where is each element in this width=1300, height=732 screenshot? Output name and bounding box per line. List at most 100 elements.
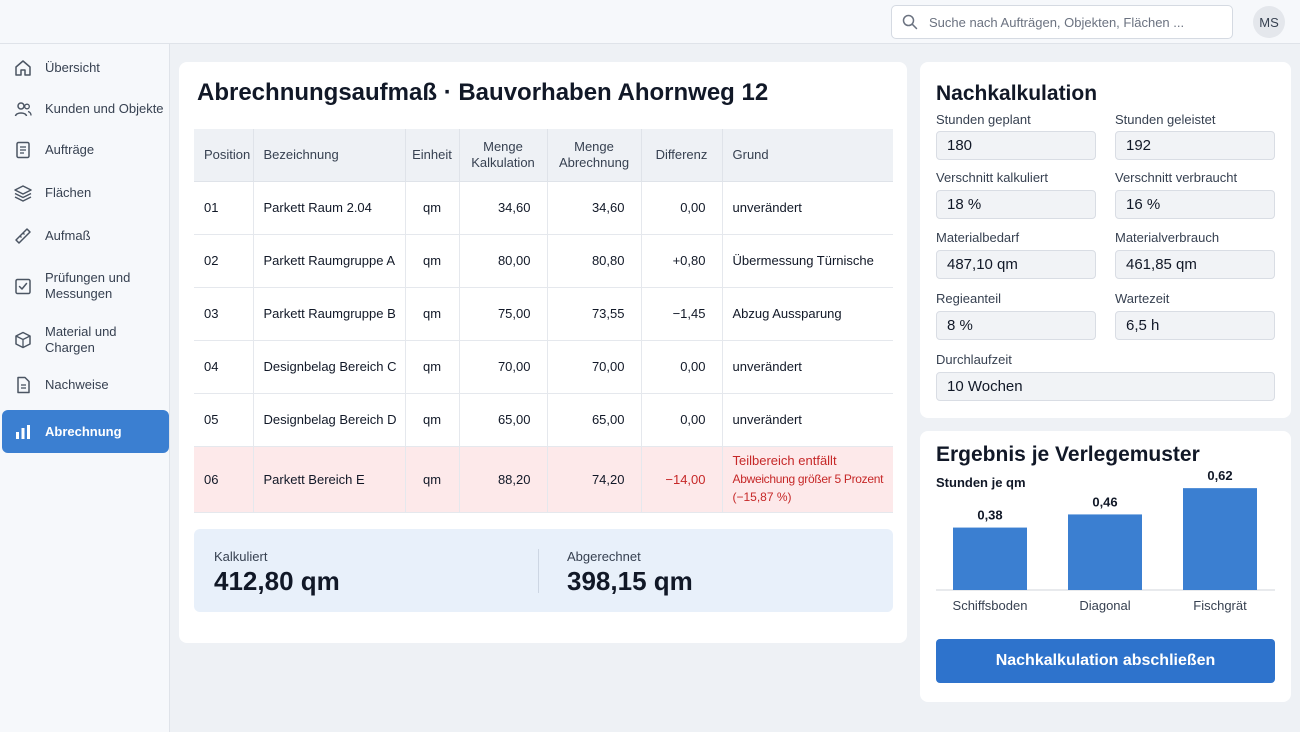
sidebar-item-label: Übersicht (45, 60, 100, 75)
sidebar-item-nachweise[interactable]: Nachweise (2, 370, 169, 400)
cell-position: 02 (194, 234, 254, 288)
lead-time-field[interactable] (936, 372, 1275, 401)
table-row[interactable]: 02 Parkett Raumgruppe A qm 80,00 80,80 +… (194, 234, 893, 288)
sidebar-item-material[interactable]: Material und Chargen (2, 324, 169, 355)
cell-bill: 73,55 (547, 287, 642, 341)
column-header[interactable]: Position (194, 129, 254, 182)
worked-hours-field[interactable] (1115, 131, 1275, 160)
table-row[interactable]: 03 Parkett Raumgruppe B qm 75,00 73,55 −… (194, 287, 893, 341)
chart-bar[interactable] (1183, 488, 1257, 590)
chart-value-label: 0,46 (1092, 494, 1117, 509)
cell-bill: 74,20 (547, 446, 642, 513)
total-calculated: Kalkuliert 412,80 qm (214, 549, 340, 597)
cell-reason: unverändert (722, 340, 893, 394)
sidebar-item-flaechen[interactable]: Flächen (2, 178, 169, 208)
users-icon (13, 99, 33, 119)
divider (538, 549, 539, 593)
cell-unit: qm (405, 340, 460, 394)
chart-subtitle: Stunden je qm (936, 475, 1026, 490)
cell-diff: +0,80 (641, 234, 723, 288)
sidebar-item-label: Aufmaß (45, 228, 91, 243)
sidebar-item-label: Prüfungen und Messungen (45, 270, 131, 301)
field-label: Durchlaufzeit (936, 352, 1012, 367)
cell-calc: 88,20 (459, 446, 548, 513)
cell-unit: qm (405, 287, 460, 341)
sidebar-item-uebersicht[interactable]: Übersicht (2, 53, 169, 83)
cell-calc: 70,00 (459, 340, 548, 394)
sidebar-item-pruefungen[interactable]: Prüfungen und Messungen (2, 266, 169, 306)
table-row-warning[interactable]: 06 Parkett Bereich E qm 88,20 74,20 −14,… (194, 446, 893, 513)
billing-table: Position Bezeichnung Einheit Menge Kalku… (194, 129, 893, 513)
total-billed: Abgerechnet 398,15 qm (567, 549, 693, 597)
cell-bill: 80,80 (547, 234, 642, 288)
column-header[interactable]: Menge Kalkulation (459, 129, 548, 182)
chart-bar[interactable] (1068, 514, 1142, 590)
warning-reason-line: (−15,87 %) (732, 490, 792, 504)
post-calculation-card: Nachkalkulation Stunden geplant Stunden … (920, 62, 1291, 418)
waste-calculated-field[interactable] (936, 190, 1096, 219)
cell-bill: 34,60 (547, 181, 642, 235)
chart-value-label: 0,38 (977, 508, 1002, 523)
material-demand-field[interactable] (936, 250, 1096, 279)
page-title: Abrechnungsaufmaß · Bauvorhaben Ahornweg… (197, 79, 769, 106)
cell-position: 06 (194, 446, 254, 513)
search-icon (902, 14, 918, 30)
cell-name: Parkett Raumgruppe B (253, 287, 406, 341)
cell-name: Parkett Raum 2.04 (253, 181, 406, 235)
waiting-time-field[interactable] (1115, 311, 1275, 340)
field-label: Verschnitt verbraucht (1115, 170, 1238, 185)
cell-calc: 65,00 (459, 393, 548, 447)
planned-hours-field[interactable] (936, 131, 1096, 160)
file-icon (13, 375, 33, 395)
cell-bill: 65,00 (547, 393, 642, 447)
total-calculated-value: 412,80 qm (214, 566, 340, 596)
cell-diff: 0,00 (641, 340, 723, 394)
billing-card: Abrechnungsaufmaß · Bauvorhaben Ahornweg… (179, 62, 907, 643)
sidebar-item-label: Material und Chargen (45, 324, 117, 355)
sidebar-item-aufmass[interactable]: Aufmaß (2, 221, 169, 251)
cell-reason: unverändert (722, 181, 893, 235)
layers-icon (13, 183, 33, 203)
top-bar: MS (0, 0, 1300, 44)
cell-reason: unverändert (722, 393, 893, 447)
column-header[interactable]: Menge Abrechnung (547, 129, 642, 182)
totals-summary: Kalkuliert 412,80 qm Abgerechnet 398,15 … (194, 529, 893, 612)
chart-bar[interactable] (953, 527, 1027, 590)
cell-diff: 0,00 (641, 181, 723, 235)
pattern-result-card: Ergebnis je Verlegemuster Stunden je qm … (920, 431, 1291, 702)
sidebar-item-label: Kunden und Objekte (45, 101, 164, 116)
sidebar-item-auftraege[interactable]: Aufträge (2, 135, 169, 165)
table-row[interactable]: 01 Parkett Raum 2.04 qm 34,60 34,60 0,00… (194, 181, 893, 235)
column-header[interactable]: Bezeichnung (253, 129, 406, 182)
sidebar-item-kunden[interactable]: Kunden und Objekte (2, 94, 169, 124)
column-header[interactable]: Einheit (405, 129, 460, 182)
waste-used-field[interactable] (1115, 190, 1275, 219)
document-icon (13, 140, 33, 160)
ruler-icon (13, 226, 33, 246)
search-input[interactable] (929, 14, 1219, 30)
sidebar-item-abrechnung[interactable]: Abrechnung (2, 410, 169, 453)
bar-chart-icon (13, 422, 33, 442)
regie-share-field[interactable] (936, 311, 1096, 340)
table-row[interactable]: 05 Designbelag Bereich D qm 65,00 65,00 … (194, 393, 893, 447)
search-box[interactable] (891, 5, 1233, 39)
column-header[interactable]: Differenz (641, 129, 723, 182)
cell-unit: qm (405, 234, 460, 288)
chart-value-label: 0,62 (1207, 468, 1232, 483)
chart-category-label: Fischgrät (1193, 598, 1247, 613)
box-icon (13, 330, 33, 350)
material-usage-field[interactable] (1115, 250, 1275, 279)
sidebar-item-label: Aufträge (45, 142, 95, 157)
cell-bill: 70,00 (547, 340, 642, 394)
sidebar-item-label: Flächen (45, 185, 92, 200)
column-header[interactable]: Grund (722, 129, 893, 182)
finish-post-calculation-button[interactable]: Nachkalkulation abschließen (936, 639, 1275, 683)
user-avatar[interactable]: MS (1253, 6, 1285, 38)
cell-name: Parkett Raumgruppe A (253, 234, 406, 288)
table-row[interactable]: 04 Designbelag Bereich C qm 70,00 70,00 … (194, 340, 893, 394)
cell-calc: 75,00 (459, 287, 548, 341)
cell-position: 03 (194, 287, 254, 341)
post-calculation-title: Nachkalkulation (936, 82, 1098, 105)
sidebar-item-label: Nachweise (45, 377, 109, 392)
field-label: Materialverbrauch (1115, 230, 1220, 245)
